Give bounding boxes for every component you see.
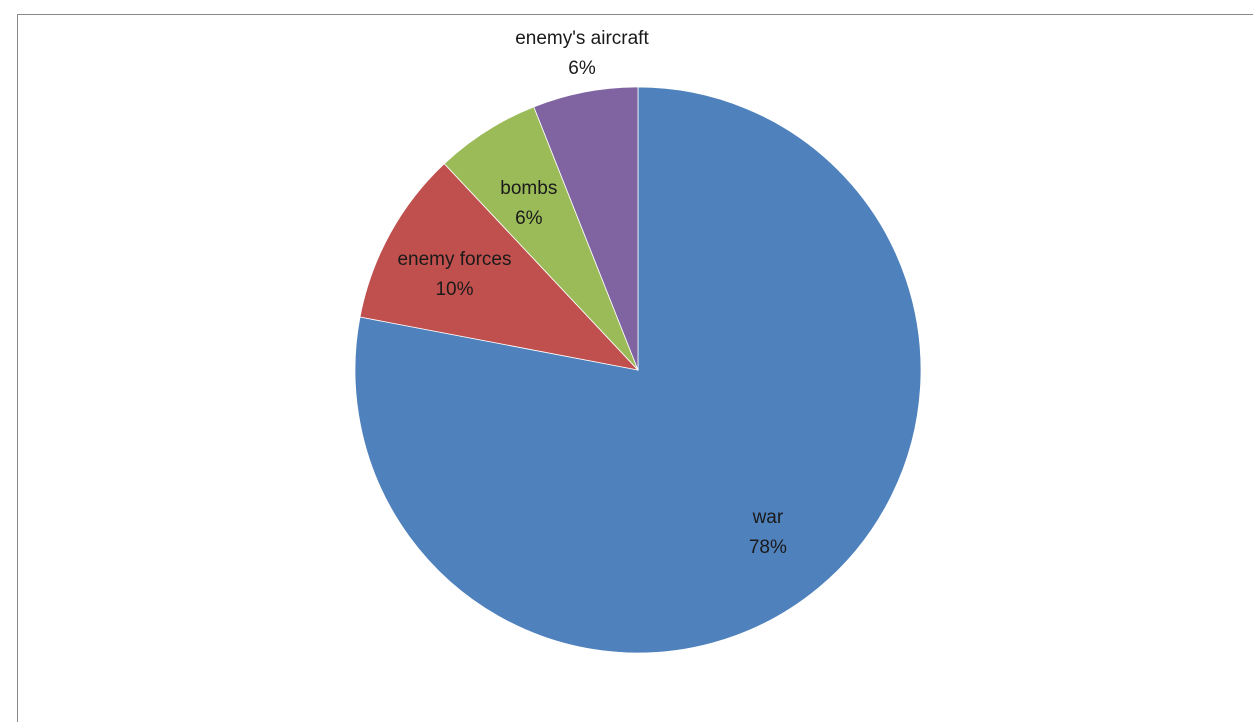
slice-label-enemy-s-aircraft: enemy's aircraft 6% [515,28,649,79]
slice-category-label: enemy's aircraft [515,28,649,49]
slice-percent-label: 78% [749,537,787,558]
slice-label-bombs: bombs 6% [500,178,557,229]
slice-percent-label: 6% [515,208,543,229]
slice-label-war: war 78% [749,507,787,558]
slice-percent-label: 6% [568,58,596,79]
slice-category-label: war [752,507,784,528]
slice-category-label: enemy forces [397,249,511,270]
pie-slice-enemy-forces [359,163,640,371]
slice-category-label: bombs [500,178,557,199]
slice-percent-label: 10% [435,279,473,300]
slice-label-enemy-forces: enemy forces 10% [397,249,511,300]
pie-slice-war [354,86,922,654]
pie-slice-enemy-s-aircraft [533,86,639,371]
pie-slices [354,86,922,654]
